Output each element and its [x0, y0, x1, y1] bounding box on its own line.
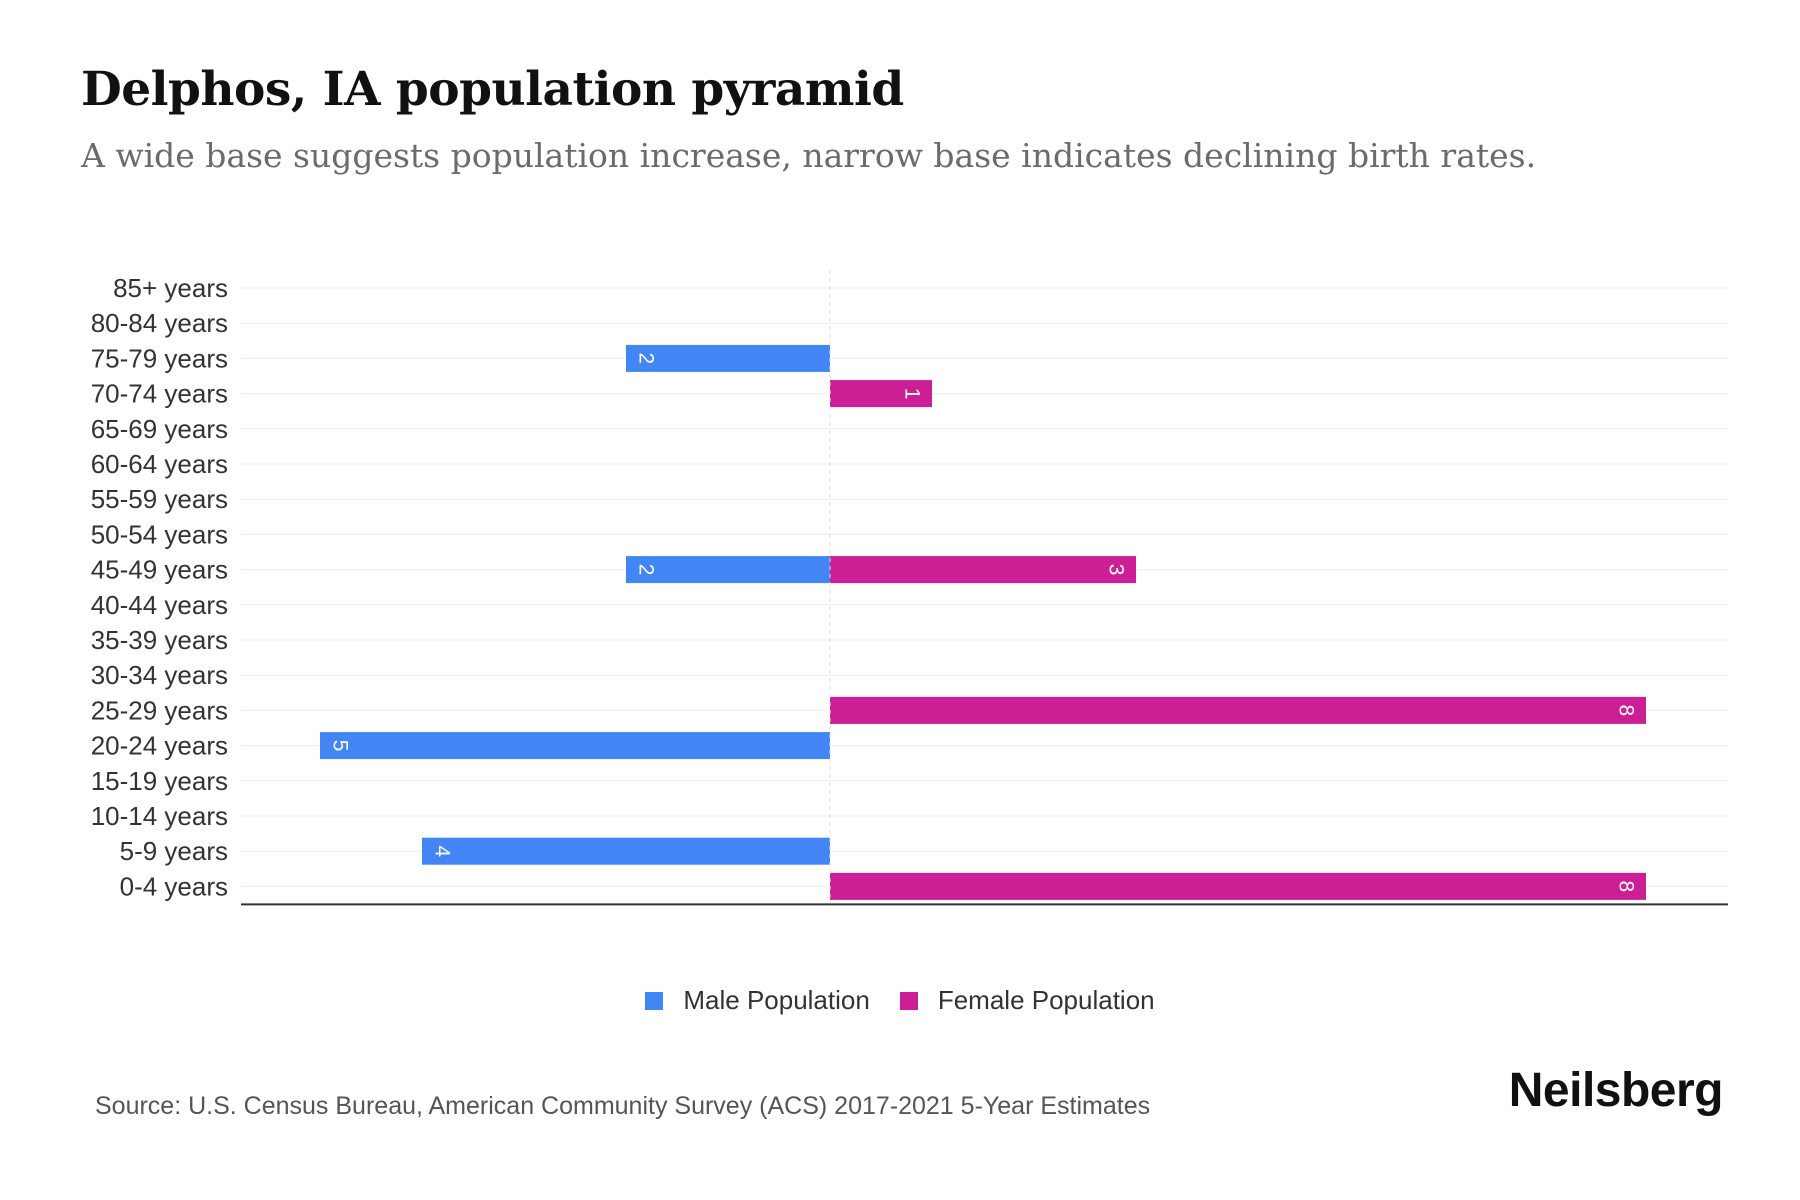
- y-tick-label: 65-69 years: [91, 414, 228, 444]
- y-tick-label: 40-44 years: [91, 590, 228, 620]
- female-bar[interactable]: [830, 556, 1136, 584]
- female-bar[interactable]: [830, 872, 1646, 900]
- y-tick-label: 45-49 years: [91, 555, 228, 585]
- y-tick-label: 70-74 years: [91, 379, 228, 409]
- male-bar[interactable]: [422, 837, 830, 865]
- y-tick-label: 30-34 years: [91, 660, 228, 690]
- y-tick-label: 15-19 years: [91, 766, 228, 796]
- male-bar[interactable]: [626, 344, 830, 372]
- bar-value-label: 5: [329, 740, 352, 752]
- population-pyramid-chart: 85+ years 80-84 years 75-79 years 70-74 yea…: [91, 270, 1728, 906]
- bar-value-label: 8: [1615, 705, 1638, 717]
- bar-value-label: 3: [1105, 564, 1128, 576]
- y-tick-label: 25-29 years: [91, 695, 228, 725]
- y-tick-label: 60-64 years: [91, 449, 228, 479]
- y-tick-label: 75-79 years: [91, 343, 228, 373]
- bar-value-label: 2: [635, 353, 658, 365]
- male-bar[interactable]: [320, 732, 830, 760]
- female-bar[interactable]: [830, 696, 1646, 724]
- y-tick-label: 5-9 years: [120, 836, 228, 866]
- brand-logo: Neilsberg: [1508, 1064, 1724, 1117]
- legend-item-female[interactable]: Female Population: [899, 985, 1155, 1016]
- y-tick-label: 35-39 years: [91, 625, 228, 655]
- male-bar[interactable]: [626, 556, 830, 584]
- bar-value-label: 8: [1615, 881, 1638, 893]
- y-tick-label: 55-59 years: [91, 484, 228, 514]
- legend-label-male: Male Population: [683, 985, 870, 1015]
- y-tick-label: 85+ years: [113, 273, 228, 303]
- bars: [320, 344, 1646, 900]
- legend-swatch-female: [899, 991, 918, 1010]
- legend-item-male[interactable]: Male Population: [645, 985, 870, 1016]
- female-bar[interactable]: [830, 380, 932, 408]
- bar-value-label: 2: [635, 564, 658, 576]
- y-tick-label: 20-24 years: [91, 731, 228, 761]
- bar-value-label: 4: [431, 845, 454, 857]
- y-tick-label: 80-84 years: [91, 308, 228, 338]
- source-note: Source: U.S. Census Bureau, American Com…: [95, 1092, 1151, 1120]
- legend: Male Population Female Population: [0, 985, 1800, 1016]
- bar-value-labels: 2 2 5 4 1 3 8 8: [329, 353, 1638, 893]
- chart-subtitle: A wide base suggests population increase…: [81, 136, 1537, 175]
- y-tick-label: 10-14 years: [91, 801, 228, 831]
- y-axis-labels: 85+ years 80-84 years 75-79 years 70-74 yea…: [91, 273, 228, 901]
- chart-title: Delphos, IA population pyramid: [81, 62, 904, 117]
- bar-value-label: 1: [901, 388, 924, 400]
- legend-label-female: Female Population: [937, 985, 1155, 1015]
- y-tick-label: 0-4 years: [120, 871, 228, 901]
- y-tick-label: 50-54 years: [91, 519, 228, 549]
- grid-lines: [241, 287, 1728, 887]
- legend-swatch-male: [645, 991, 664, 1010]
